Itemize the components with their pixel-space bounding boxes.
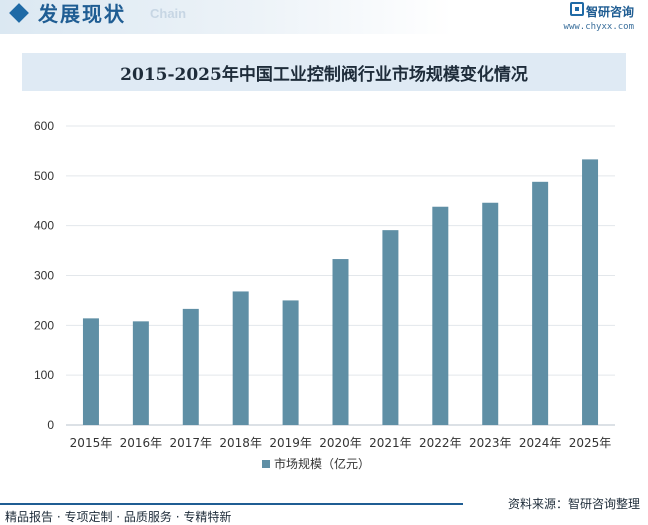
brand-logo-icon <box>570 2 584 16</box>
legend-label: 市场规模（亿元） <box>274 456 370 471</box>
bar <box>282 300 299 425</box>
chart-title: 2015-2025年中国工业控制阀行业市场规模变化情况 <box>120 64 528 85</box>
x-tick-label: 2025年 <box>569 436 612 450</box>
header-band <box>0 0 648 34</box>
bar <box>432 206 449 425</box>
x-tick-label: 2022年 <box>419 436 462 450</box>
bar <box>582 159 599 425</box>
y-tick-label: 600 <box>34 119 54 133</box>
x-tick-label: 2017年 <box>169 436 212 450</box>
section-subtitle: Chain <box>150 6 187 21</box>
bar <box>532 181 549 425</box>
y-tick-label: 200 <box>34 318 54 332</box>
bar <box>182 308 199 425</box>
x-tick-label: 2016年 <box>120 436 163 450</box>
y-tick-label: 400 <box>34 219 54 233</box>
section-title: 发展现状 <box>38 2 126 26</box>
y-tick-label: 300 <box>34 269 54 283</box>
legend-swatch <box>262 460 270 468</box>
bar <box>482 202 499 425</box>
y-tick-label: 0 <box>47 418 54 432</box>
bar <box>82 318 99 425</box>
x-tick-label: 2018年 <box>219 436 262 450</box>
x-tick-label: 2021年 <box>369 436 412 450</box>
brand: 智研咨询 www.chyxx.com <box>564 3 634 32</box>
x-tick-label: 2015年 <box>70 436 113 450</box>
x-tick-label: 2020年 <box>319 436 362 450</box>
bar <box>382 230 399 425</box>
data-source: 资料来源：智研咨询整理 <box>507 497 640 511</box>
bar <box>132 321 149 425</box>
footer-divider <box>0 503 463 505</box>
x-tick-label: 2023年 <box>469 436 512 450</box>
x-tick-label: 2019年 <box>269 436 312 450</box>
y-tick-label: 100 <box>34 368 54 382</box>
y-tick-label: 500 <box>34 169 54 183</box>
bar <box>232 291 249 425</box>
footer-tagline: 精品报告 · 专项定制 · 品质服务 · 专精特新 <box>5 510 232 524</box>
x-tick-label: 2024年 <box>519 436 562 450</box>
chart-title-band: 2015-2025年中国工业控制阀行业市场规模变化情况 <box>22 53 626 91</box>
bar <box>332 259 349 425</box>
brand-url: www.chyxx.com <box>563 22 634 32</box>
brand-name: 智研咨询 <box>585 5 634 19</box>
